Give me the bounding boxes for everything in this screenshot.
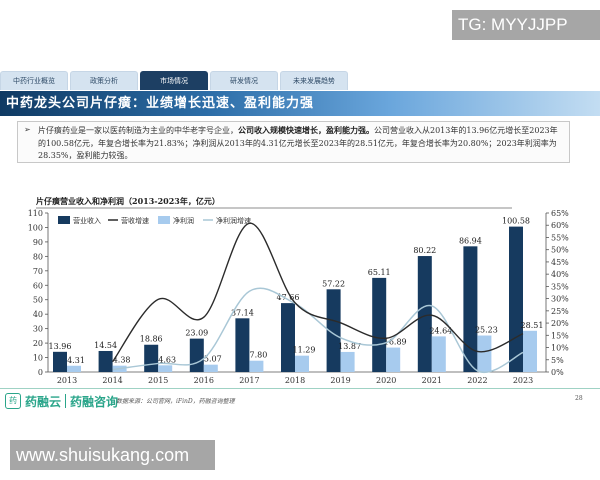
svg-text:10: 10 [33, 354, 43, 363]
data-source-note: 数据来源：公司官网，iFinD，药融咨询整理 [116, 398, 235, 405]
svg-text:65%: 65% [551, 209, 569, 218]
svg-text:11.29: 11.29 [293, 346, 316, 355]
svg-text:80: 80 [33, 252, 43, 261]
svg-text:4.38: 4.38 [113, 356, 131, 365]
brand-logo: 药 药融云 药融咨询 [5, 391, 118, 411]
svg-text:16.89: 16.89 [384, 338, 407, 347]
svg-text:2013: 2013 [57, 376, 77, 385]
svg-text:25%: 25% [551, 307, 569, 316]
svg-text:4.31: 4.31 [67, 356, 85, 365]
logo-name-primary: 药融云 [25, 394, 62, 409]
tab-future-trends[interactable]: 未来发展趋势 [280, 71, 348, 90]
logo-name-secondary: 药融咨询 [70, 394, 119, 409]
watermark-top: TG: MYYJJPP [452, 10, 600, 40]
summary-box: ➢ 片仔癀药业是一家以医药制造为主业的中华老字号企业，公司收入规模快速增长，盈利… [17, 121, 570, 163]
tab-market[interactable]: 市场情况 [140, 71, 208, 90]
svg-text:18.86: 18.86 [140, 335, 163, 344]
svg-text:0: 0 [38, 368, 43, 377]
svg-text:13.96: 13.96 [49, 342, 72, 351]
svg-text:14.54: 14.54 [94, 341, 117, 350]
chart-title: 片仔癀营业收入和净利润（2013-2023年，亿元） [36, 196, 220, 206]
svg-text:营业收入: 营业收入 [73, 216, 101, 225]
svg-text:30: 30 [33, 325, 43, 334]
svg-text:15%: 15% [551, 331, 569, 340]
svg-text:2017: 2017 [239, 376, 259, 385]
bullet-arrow-icon: ➢ [24, 125, 31, 134]
svg-text:65.11: 65.11 [368, 268, 391, 277]
svg-text:45%: 45% [551, 258, 569, 267]
section-tabs: 中药行业概览 政策分析 市场情况 研发情况 未来发展趋势 [0, 71, 348, 91]
svg-text:2015: 2015 [148, 376, 168, 385]
svg-text:47.66: 47.66 [277, 293, 300, 302]
svg-text:100: 100 [28, 223, 43, 232]
svg-text:4.63: 4.63 [158, 355, 176, 364]
summary-highlight: 公司收入规模快速增长，盈利能力强。 [238, 125, 374, 135]
svg-text:5.07: 5.07 [204, 355, 222, 364]
footer-divider [0, 388, 600, 389]
svg-text:7.80: 7.80 [249, 351, 267, 360]
svg-text:30%: 30% [551, 295, 569, 304]
svg-text:24.64: 24.64 [429, 326, 452, 335]
svg-text:5%: 5% [551, 356, 564, 365]
svg-text:100.58: 100.58 [502, 217, 530, 226]
svg-text:25.23: 25.23 [475, 326, 498, 335]
svg-text:55%: 55% [551, 233, 569, 242]
svg-text:2023: 2023 [513, 376, 533, 385]
svg-text:20%: 20% [551, 319, 569, 328]
watermark-bottom: www.shuisukang.com [10, 440, 215, 470]
summary-text-1: 片仔癀药业是一家以医药制造为主业的中华老字号企业， [38, 126, 238, 135]
summary-text-2: 公司营业收入从2013年的13.96亿元增长至2023年的100.58亿元，年复… [38, 126, 558, 160]
svg-text:10%: 10% [551, 344, 569, 353]
svg-text:20: 20 [33, 339, 43, 348]
svg-text:70: 70 [33, 267, 43, 276]
svg-text:110: 110 [28, 209, 43, 218]
svg-text:2021: 2021 [422, 376, 442, 385]
tab-rnd[interactable]: 研发情况 [210, 71, 278, 90]
svg-text:2018: 2018 [285, 376, 305, 385]
svg-text:90: 90 [33, 238, 43, 247]
tab-industry-overview[interactable]: 中药行业概览 [0, 71, 68, 90]
svg-text:2014: 2014 [102, 376, 122, 385]
svg-text:2016: 2016 [194, 376, 214, 385]
svg-text:2020: 2020 [376, 376, 396, 385]
tab-policy-analysis[interactable]: 政策分析 [70, 71, 138, 90]
svg-text:50: 50 [33, 296, 43, 305]
svg-text:57.22: 57.22 [322, 279, 345, 288]
svg-text:60%: 60% [551, 221, 569, 230]
page-number: 28 [575, 395, 583, 402]
svg-text:86.94: 86.94 [459, 236, 482, 245]
svg-text:37.14: 37.14 [231, 308, 254, 317]
svg-text:23.09: 23.09 [185, 329, 208, 338]
page-title: 中药龙头公司片仔癀：业绩增长迅速、盈利能力强 [0, 91, 600, 116]
svg-text:2019: 2019 [330, 376, 350, 385]
svg-text:净利润增速: 净利润增速 [216, 216, 251, 225]
svg-text:35%: 35% [551, 282, 569, 291]
svg-text:28.51: 28.51 [521, 321, 544, 330]
svg-text:13.87: 13.87 [338, 342, 361, 351]
svg-text:40%: 40% [551, 270, 569, 279]
svg-text:80.22: 80.22 [413, 246, 436, 255]
logo-mark-icon: 药 [5, 393, 21, 409]
svg-text:0%: 0% [551, 368, 564, 377]
logo-separator [65, 394, 67, 408]
svg-text:净利润: 净利润 [173, 216, 194, 225]
svg-text:60: 60 [33, 281, 43, 290]
svg-text:2022: 2022 [467, 376, 487, 385]
svg-text:营收增速: 营收增速 [121, 216, 149, 225]
svg-text:40: 40 [33, 310, 43, 319]
svg-text:50%: 50% [551, 246, 569, 255]
